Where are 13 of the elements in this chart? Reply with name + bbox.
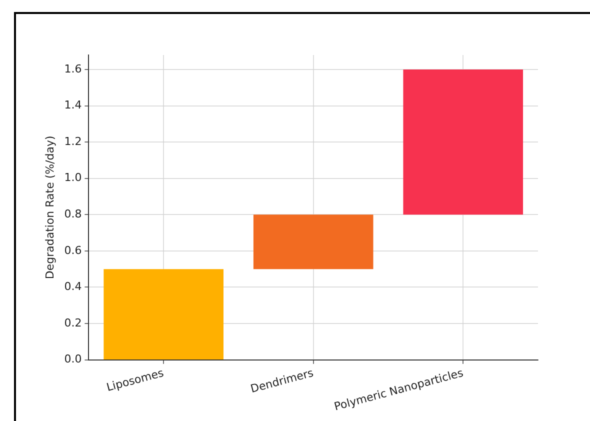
y-tick-label: 0.8 <box>64 208 82 221</box>
y-tick-label: 0.2 <box>64 316 82 330</box>
y-tick-label: 1.2 <box>64 134 82 148</box>
y-tick-label: 0.6 <box>64 244 82 257</box>
bar <box>403 70 524 215</box>
y-tick-label: 0.0 <box>64 352 82 366</box>
y-tick-label: 1.4 <box>64 98 82 112</box>
y-tick-label: 1.0 <box>64 171 82 184</box>
y-tick-label: 0.4 <box>64 280 82 294</box>
y-axis-title: Degradation Rate (%/day) <box>43 136 56 280</box>
bar <box>253 214 374 270</box>
y-tick-label: 1.6 <box>64 62 82 76</box>
bar <box>104 269 224 360</box>
